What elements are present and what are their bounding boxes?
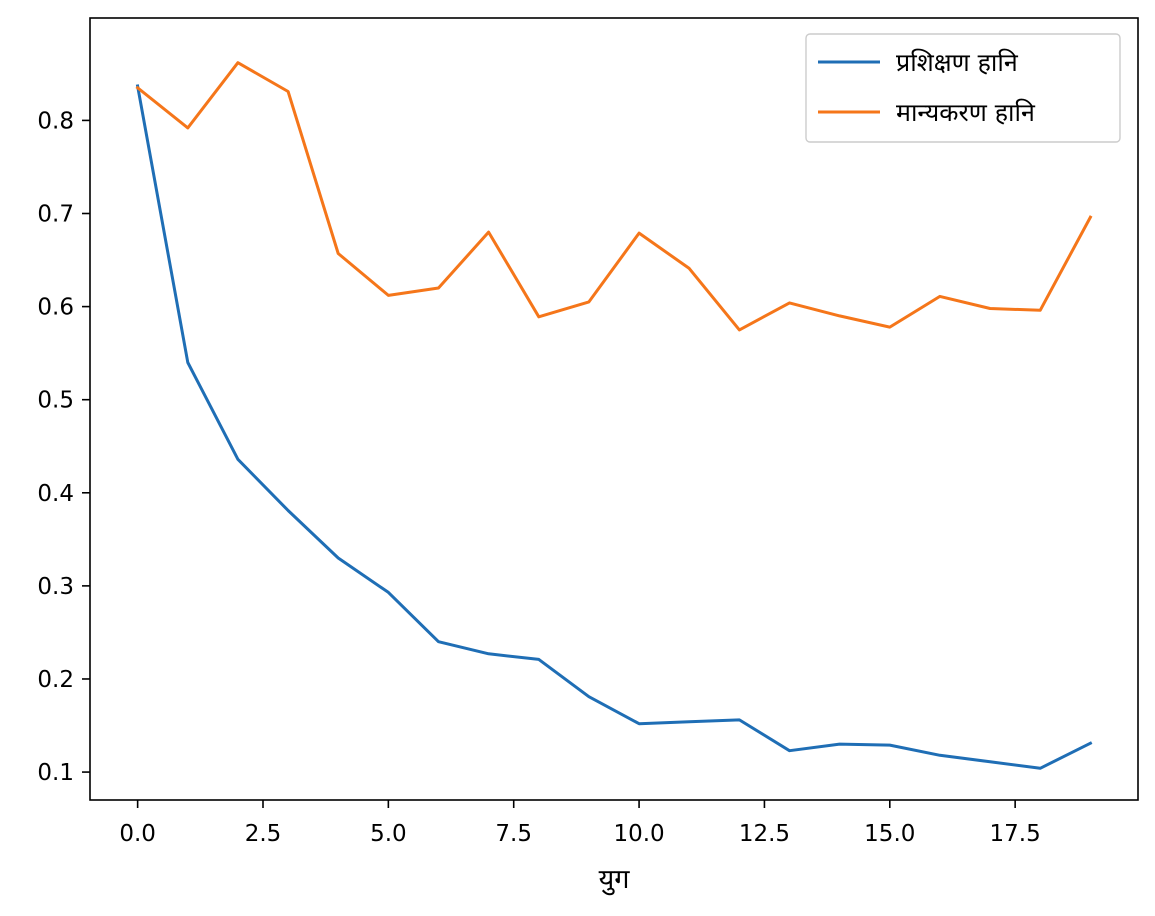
y-tick-label: 0.8: [37, 108, 74, 134]
x-axis: 0.0 2.5 5.0 7.5 10.0 12.5 15.0 17.5: [119, 800, 1041, 847]
x-tick-label: 2.5: [245, 821, 282, 847]
x-tick-label: 7.5: [495, 821, 532, 847]
legend-label-train: प्रशिक्षण हानि: [896, 48, 1019, 77]
x-tick-label: 12.5: [739, 821, 790, 847]
series-layer: [135, 61, 1093, 770]
x-tick-label: 0.0: [119, 821, 156, 847]
plot-frame: [89, 17, 1139, 801]
series-line-train: [135, 84, 1093, 770]
x-tick-label: 15.0: [864, 821, 915, 847]
y-tick-label: 0.3: [37, 574, 74, 600]
y-tick-label: 0.1: [37, 760, 74, 786]
x-tick-label: 10.0: [613, 821, 664, 847]
legend-box: [805, 33, 1121, 143]
legend-label-validation: मान्यकरण हानि: [896, 98, 1036, 127]
series-line-validation: [135, 61, 1093, 332]
x-tick-label: 5.0: [370, 821, 407, 847]
legend: प्रशिक्षण हानि मान्यकरण हानि: [805, 33, 1121, 143]
y-tick-label: 0.4: [37, 481, 74, 507]
y-tick-label: 0.5: [37, 388, 74, 414]
y-axis: 0.1 0.2 0.3 0.4 0.5 0.6 0.7 0.8: [37, 108, 90, 786]
y-tick-label: 0.7: [37, 202, 74, 228]
x-axis-label: युग: [599, 864, 631, 896]
y-tick-label: 0.2: [37, 667, 74, 693]
x-tick-label: 17.5: [990, 821, 1041, 847]
y-tick-label: 0.6: [37, 295, 74, 321]
